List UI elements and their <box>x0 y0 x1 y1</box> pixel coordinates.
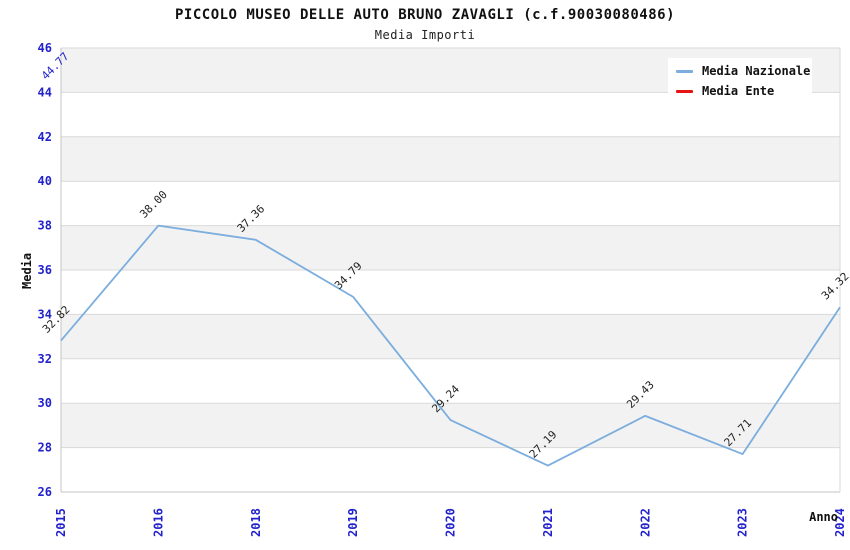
y-tick-label: 42 <box>38 130 52 144</box>
plot-band <box>61 403 840 448</box>
y-tick-label: 40 <box>38 174 52 188</box>
series-line-0 <box>60 224 841 467</box>
legend-label-media-nazionale: Media Nazionale <box>702 64 811 78</box>
x-tick-label: 2018 <box>249 508 263 537</box>
x-tick-label: 2016 <box>151 508 165 537</box>
y-tick-label: 44 <box>38 85 52 99</box>
legend-label-media-ente: Media Ente <box>702 84 775 98</box>
data-point-label: 34.32 <box>819 270 850 303</box>
x-tick-label: 2022 <box>638 508 652 537</box>
y-tick-label: 32 <box>38 352 52 366</box>
x-tick-label: 2019 <box>346 508 360 537</box>
plot-band <box>61 136 840 182</box>
legend-item-media-nazionale: Media Nazionale <box>676 64 812 78</box>
x-tick-label: 2021 <box>541 508 555 537</box>
plot-band <box>61 314 840 359</box>
x-tick-label: 2020 <box>444 508 458 537</box>
x-tick-label: 2024 <box>833 508 847 537</box>
y-tick-label: 28 <box>38 441 52 455</box>
y-tick-label: 38 <box>38 219 52 233</box>
y-tick-label: 36 <box>38 263 52 277</box>
legend-item-media-ente: Media Ente <box>676 84 812 98</box>
plot-band <box>61 225 840 270</box>
y-axis-title: Media <box>20 253 34 289</box>
media-nazionale-line-swatch <box>676 69 693 73</box>
y-tick-label: 46 <box>38 41 52 55</box>
chart-title: PICCOLO MUSEO DELLE AUTO BRUNO ZAVAGLI (… <box>174 7 675 23</box>
chart-subtitle: Media Importi <box>374 28 476 42</box>
x-tick-label: 2023 <box>736 508 750 537</box>
data-point-label: 38.00 <box>137 188 170 221</box>
x-axis-title: Anno <box>809 510 838 524</box>
legend: Media Nazionale Media Ente <box>668 58 812 104</box>
x-tick-label: 2015 <box>54 508 68 537</box>
y-tick-label: 26 <box>38 485 52 499</box>
y-tick-label: 30 <box>38 396 52 410</box>
media-ente-line-swatch <box>676 89 693 93</box>
y-tick-label: 34 <box>38 307 52 321</box>
